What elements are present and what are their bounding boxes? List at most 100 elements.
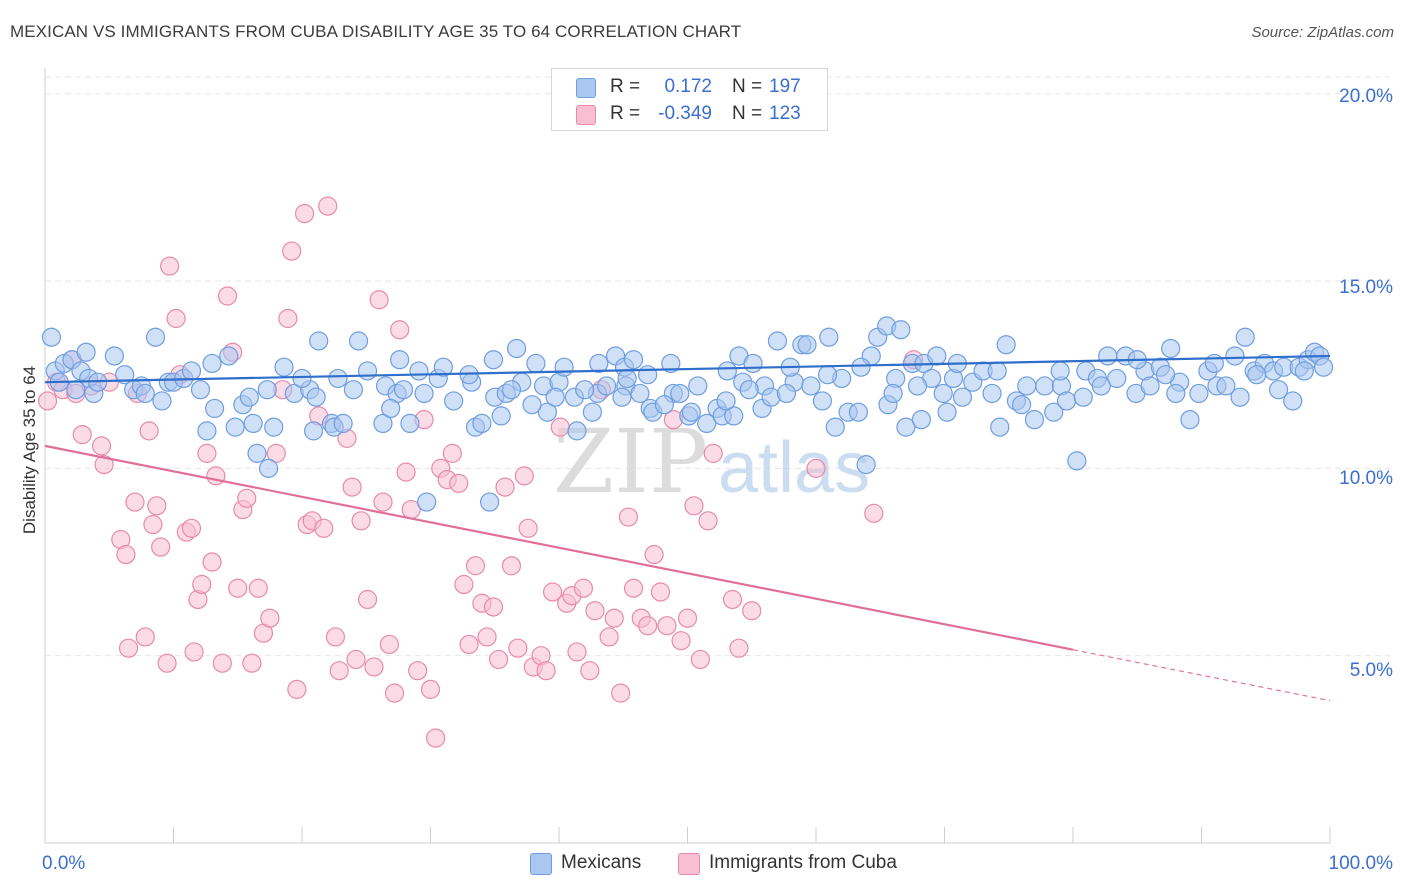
cuba-point — [72, 425, 92, 445]
mexicans-point — [661, 353, 681, 374]
mexicans-point — [1011, 395, 1032, 415]
mexicans-point — [526, 353, 546, 374]
legend-r-value: -0.349 — [658, 103, 712, 124]
mexicans-point — [306, 387, 326, 407]
mexicans-point — [1161, 338, 1181, 359]
legend-n-value: 197 — [769, 76, 801, 97]
mexicans-point — [681, 402, 701, 422]
mexicans-point — [264, 417, 284, 437]
mexicans-point — [1225, 346, 1245, 366]
x-tick-label-min: 0.0% — [42, 853, 86, 874]
cuba-trend-line-extension — [1072, 649, 1331, 702]
mexicans-point — [225, 417, 245, 437]
mexicans-point — [357, 361, 378, 381]
mexicans-point — [348, 331, 369, 351]
mexicans-point — [1073, 387, 1093, 407]
mexicans-point — [582, 402, 603, 422]
cuba-point — [638, 616, 658, 636]
cuba-point — [495, 477, 515, 497]
source-label: Source: ZipAtlas.com — [1251, 24, 1394, 41]
mexicans-point — [937, 402, 957, 422]
cuba-point — [729, 638, 749, 658]
mexicans-point — [1294, 361, 1314, 381]
mexicans-point — [390, 350, 410, 370]
mexicans-point — [1098, 346, 1118, 366]
mexicans-point — [623, 350, 644, 370]
mexicans-point — [152, 391, 172, 411]
mexicans-point — [589, 353, 609, 374]
bottom-legend-label-mexicans: Mexicans — [561, 852, 642, 873]
mexicans-point — [638, 365, 658, 385]
mexicans-point — [104, 346, 124, 366]
mexicans-point — [801, 376, 821, 396]
cuba-point — [237, 488, 257, 508]
cuba-point — [278, 308, 298, 329]
mexicans-point — [596, 376, 617, 396]
cuba-point — [116, 544, 136, 565]
cuba-point — [329, 661, 349, 681]
mexicans-point — [205, 398, 225, 419]
mexicans-point — [883, 383, 903, 404]
cuba-point — [379, 634, 399, 655]
cuba-point — [242, 653, 262, 673]
mexicans-point — [1283, 391, 1303, 411]
trend-lines — [44, 354, 1331, 702]
mexicans-point — [417, 492, 437, 512]
mexicans-point — [817, 365, 838, 385]
cuba-point — [184, 642, 204, 662]
bottom-legend-swatch-mexicans — [530, 853, 552, 875]
mexicans-point — [990, 417, 1010, 437]
cuba-point — [573, 578, 594, 598]
cuba-point — [722, 589, 743, 610]
mexicans-point — [135, 383, 155, 404]
cuba-point — [611, 683, 631, 703]
cuba-point — [426, 728, 446, 748]
mexicans-point — [545, 387, 565, 407]
cuba-point — [454, 574, 474, 595]
cuba-point — [318, 196, 338, 216]
mexicans-point — [987, 361, 1007, 381]
legend-n-label: N = — [732, 103, 763, 124]
mexicans-point — [145, 327, 166, 347]
mexicans-point — [333, 413, 353, 434]
cuba-point — [489, 649, 509, 670]
mexicans-point — [717, 361, 737, 381]
mexicans-point — [400, 413, 420, 434]
mexicans-point — [444, 391, 464, 411]
mexicans-point — [851, 357, 871, 377]
mexicans-point — [907, 376, 928, 396]
y-tick-label-20: 20.0% — [1339, 86, 1393, 107]
cuba-points — [37, 196, 924, 748]
mexicans-point — [1230, 387, 1250, 407]
cuba-point — [37, 391, 58, 411]
cuba-point — [287, 679, 307, 699]
mexicans-point — [480, 492, 500, 512]
mexicans-point — [856, 455, 876, 475]
mexicans-point — [670, 383, 690, 404]
mexicans-point — [982, 383, 1002, 404]
cuba-point — [212, 653, 232, 673]
cuba-point — [260, 608, 280, 628]
mexicans-point — [848, 402, 869, 422]
cuba-point — [125, 492, 145, 512]
mexicans-point — [1050, 361, 1070, 381]
cuba-point — [390, 320, 410, 340]
mexicans-point — [612, 387, 632, 407]
mexicans-point — [409, 361, 429, 381]
cuba-point — [192, 574, 212, 595]
cuba-point — [217, 286, 238, 306]
mexicans-point — [1140, 376, 1160, 396]
mexicans-point — [247, 443, 267, 463]
cuba-point — [342, 477, 362, 497]
legend-n-label: N = — [732, 76, 763, 97]
mexicans-point — [1268, 380, 1289, 400]
cuba-point — [684, 496, 704, 516]
cuba-point — [690, 649, 710, 670]
y-tick-label-10: 10.0% — [1339, 468, 1393, 489]
cuba-point — [351, 511, 371, 531]
mexicans-point — [952, 387, 973, 407]
mexicans-point — [896, 417, 916, 437]
cuba-point — [567, 642, 587, 662]
mexicans-point — [181, 361, 202, 381]
mexicans-trend-line — [44, 354, 1331, 384]
